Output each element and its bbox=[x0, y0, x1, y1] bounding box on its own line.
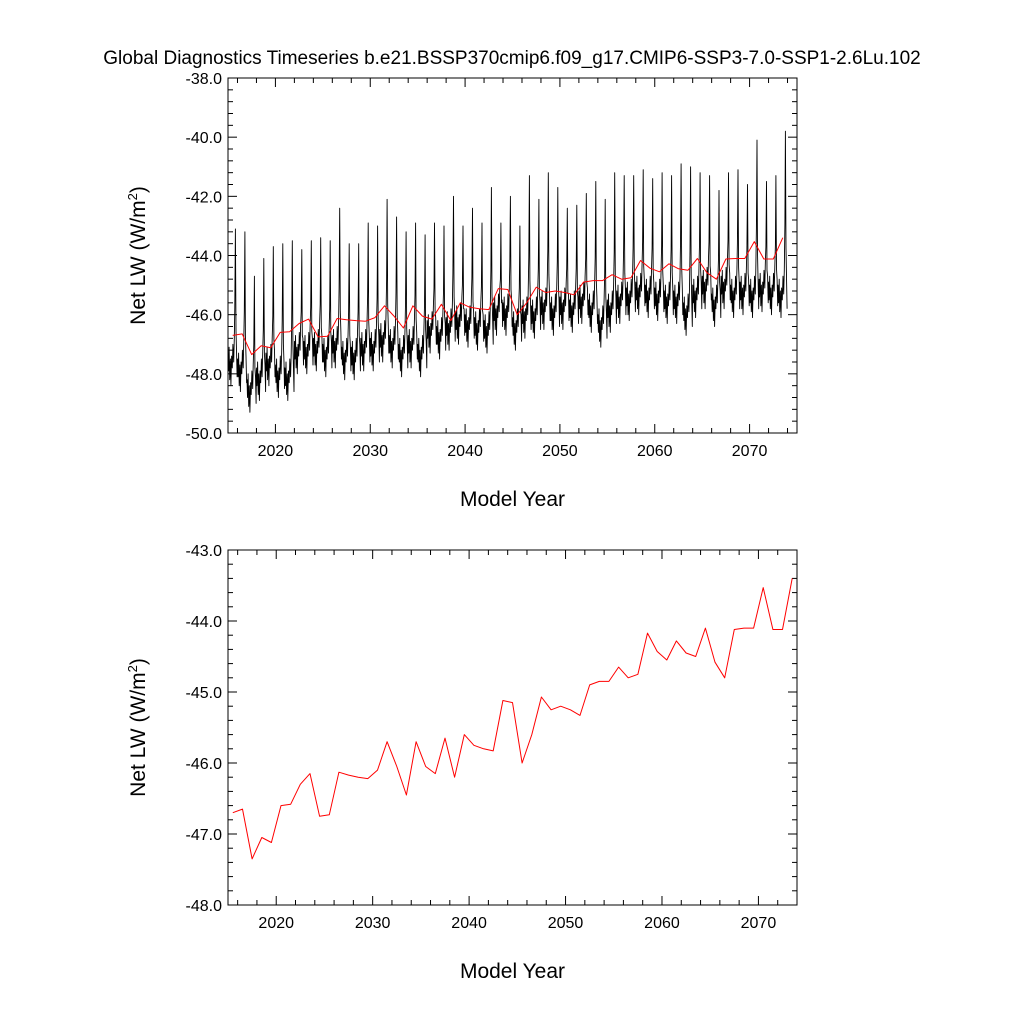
x-tick-label: 2020 bbox=[258, 443, 294, 460]
figure-title: Global Diagnostics Timeseries b.e21.BSSP… bbox=[103, 48, 920, 69]
y-tick-label: -44.0 bbox=[186, 614, 223, 631]
x-tick-label: 2040 bbox=[451, 915, 487, 932]
y-tick-label: -46.0 bbox=[186, 756, 223, 773]
x-axis-ticks-bottom: 2020 2030 2040 2050 2060 2070 bbox=[237, 550, 798, 932]
y-tick-label: -48.0 bbox=[186, 898, 223, 915]
x-tick-label: 2030 bbox=[355, 915, 391, 932]
y-tick-label: -46.0 bbox=[186, 308, 223, 325]
y-axis-ticks-bottom: -48.0 -47.0 -46.0 -45.0 -44.0 -43.0 bbox=[186, 543, 797, 915]
plot-frame-bottom bbox=[227, 549, 798, 906]
y-tick-label: -45.0 bbox=[186, 685, 223, 702]
x-tick-label: 2030 bbox=[352, 443, 388, 460]
y-axis-ticks-top: -50.0 -48.0 -46.0 -44.0 -42.0 -40.0 -38.0 bbox=[186, 71, 797, 443]
series-group-top bbox=[227, 130, 788, 413]
x-tick-label: 2020 bbox=[258, 915, 294, 932]
x-tick-label: 2040 bbox=[447, 443, 483, 460]
y-tick-label: -43.0 bbox=[186, 543, 223, 560]
plot-frame-top bbox=[227, 77, 798, 434]
x-tick-label: 2070 bbox=[732, 443, 768, 460]
annual-series-line bbox=[232, 237, 784, 356]
x-tick-label: 2050 bbox=[542, 443, 578, 460]
panel-annual: -48.0-47.0-46.0-45.0-44.0-43.0 2020 2030 2… bbox=[125, 543, 798, 983]
y-tick-label: -44.0 bbox=[186, 249, 223, 266]
x-axis-ticks-top: 2020 2030 2040 2050 2060 2070 bbox=[236, 78, 789, 460]
annual-series-line bbox=[232, 578, 793, 860]
y-axis-title-top: Net LW (W/m2) bbox=[125, 186, 150, 325]
y-axis-title-bottom: Net LW (W/m2) bbox=[125, 658, 150, 797]
y-tick-label: -38.0 bbox=[186, 71, 223, 88]
y-tick-label: -42.0 bbox=[186, 189, 223, 206]
x-tick-label: 2050 bbox=[548, 915, 584, 932]
x-axis-title-top: Model Year bbox=[460, 488, 565, 511]
x-tick-label: 2060 bbox=[637, 443, 673, 460]
x-tick-label: 2060 bbox=[644, 915, 680, 932]
y-tick-label: -50.0 bbox=[186, 426, 223, 443]
y-tick-label: -40.0 bbox=[186, 130, 223, 147]
y-tick-label: -48.0 bbox=[186, 367, 223, 384]
monthly-series-line bbox=[227, 130, 788, 413]
series-group-bottom bbox=[232, 578, 793, 860]
x-tick-label: 2070 bbox=[741, 915, 777, 932]
y-tick-label: -47.0 bbox=[186, 827, 223, 844]
panel-monthly-and-annual: -50.0 -48.0 -46.0 -44.0 -42.0 -40.0 -38.0 2020… bbox=[125, 71, 798, 511]
x-axis-title-bottom: Model Year bbox=[460, 960, 565, 983]
